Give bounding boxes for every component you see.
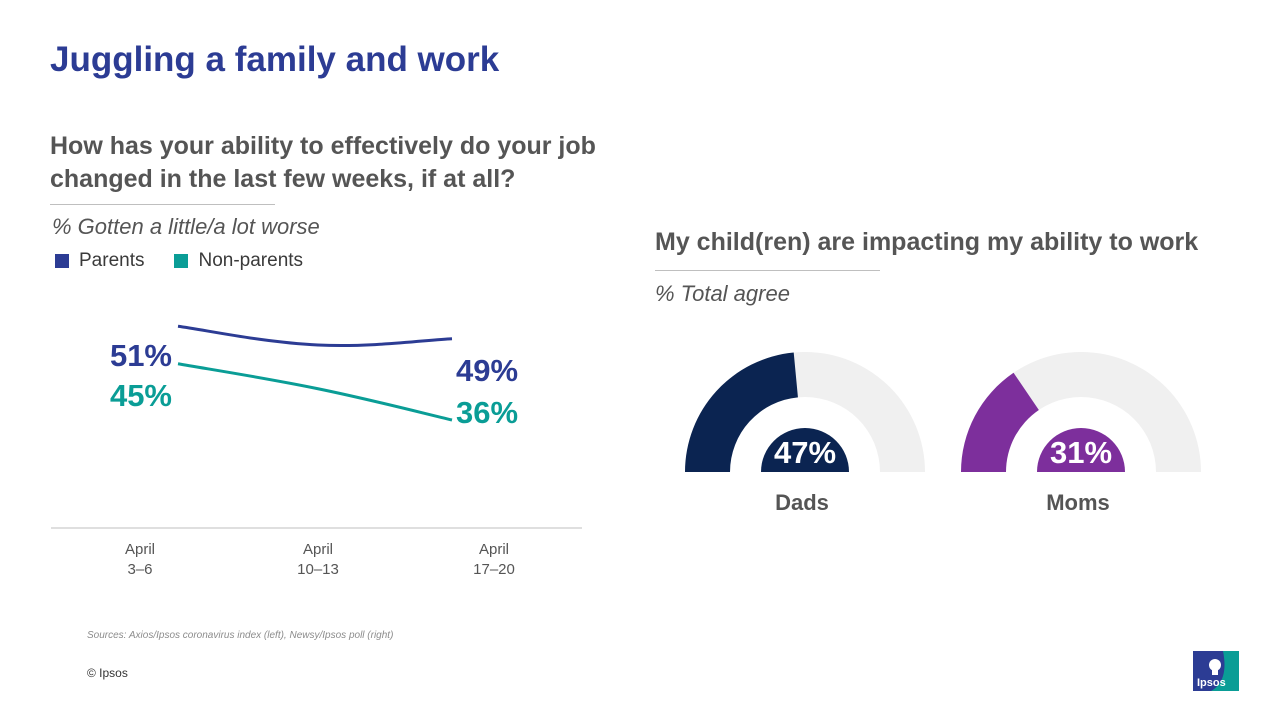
- legend-label-parents: Parents: [79, 250, 145, 271]
- x-tick-line: April: [478, 541, 509, 558]
- logo-mark-icon: [1209, 651, 1239, 691]
- page-title: Juggling a family and work: [50, 40, 500, 79]
- legend-item-parents: Parents: [55, 250, 144, 272]
- nonparents-end-label: 36%: [456, 395, 518, 430]
- x-tick-line: 17–20: [473, 561, 515, 578]
- x-tick-line: April: [302, 541, 333, 558]
- moms-value-bubble: [1037, 428, 1125, 472]
- legend-swatch-parents: [55, 254, 69, 268]
- series-line-parents: [177, 324, 453, 347]
- right-question: My child(ren) are impacting my ability t…: [655, 228, 1199, 256]
- moms-gauge-track: [961, 352, 1201, 472]
- x-tick-line: April: [124, 541, 155, 558]
- parents-end-label: 49%: [456, 353, 518, 388]
- x-tick-line: 3–6: [127, 561, 153, 578]
- parents-start-label: 51%: [110, 338, 172, 373]
- logo-text: Ipsos: [1197, 677, 1226, 689]
- x-tick-april-10-13: April 10–13: [258, 540, 378, 580]
- x-tick-april-3-6: April 3–6: [80, 540, 200, 580]
- x-tick-april-17-20: April 17–20: [434, 540, 554, 580]
- right-question-rule: [655, 270, 880, 271]
- legend-swatch-nonparents: [174, 254, 189, 268]
- legend-label-nonparents: Non-parents: [198, 250, 304, 271]
- left-subtitle: % Gotten a little/a lot worse: [52, 214, 320, 239]
- dads-value-label: 47%: [774, 435, 836, 470]
- x-tick-line: 10–13: [297, 561, 339, 578]
- nonparents-start-label: 45%: [110, 378, 172, 413]
- dads-gauge-fill: [685, 352, 798, 472]
- left-question: How has your ability to effectively do y…: [50, 132, 596, 193]
- line-chart: 51% 49% 45% 36%: [51, 324, 582, 529]
- series-line-nonparents: [177, 362, 453, 422]
- left-question-rule: [50, 204, 275, 205]
- moms-label: Moms: [1046, 490, 1110, 515]
- line-legend: Parents Non-parents: [55, 250, 303, 272]
- sources-note: Sources: Axios/Ipsos coronavirus index (…: [87, 630, 394, 641]
- copyright: © Ipsos: [87, 666, 128, 680]
- dads-label: Dads: [775, 490, 829, 515]
- gauge-chart: 47% 31%: [685, 352, 1201, 472]
- moms-value-label: 31%: [1050, 435, 1112, 470]
- moms-gauge-fill: [961, 372, 1039, 472]
- right-subtitle: % Total agree: [655, 281, 790, 306]
- ipsos-logo: Ipsos: [1193, 651, 1239, 691]
- legend-item-nonparents: Non-parents: [174, 250, 303, 272]
- dads-value-bubble: [761, 428, 849, 472]
